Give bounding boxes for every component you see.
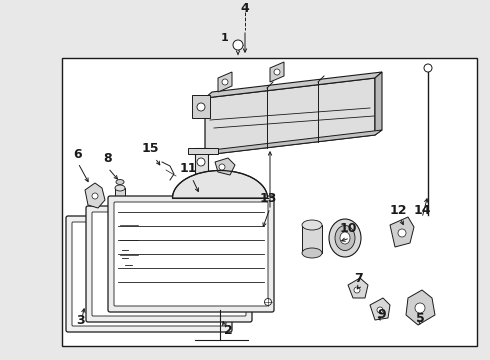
Polygon shape — [205, 72, 382, 98]
Polygon shape — [205, 130, 382, 155]
Circle shape — [424, 64, 432, 72]
Text: 12: 12 — [389, 203, 407, 216]
Text: 15: 15 — [141, 141, 159, 154]
Circle shape — [197, 211, 205, 219]
Polygon shape — [270, 62, 284, 82]
FancyBboxPatch shape — [108, 196, 274, 312]
FancyBboxPatch shape — [72, 222, 226, 326]
Circle shape — [233, 40, 243, 50]
Circle shape — [92, 193, 98, 199]
FancyBboxPatch shape — [86, 206, 252, 322]
Polygon shape — [390, 217, 414, 247]
Circle shape — [197, 158, 205, 166]
Circle shape — [398, 229, 406, 237]
Text: 11: 11 — [179, 162, 197, 175]
Polygon shape — [85, 183, 105, 208]
Polygon shape — [348, 278, 368, 298]
Text: 2: 2 — [223, 324, 232, 337]
Text: 1: 1 — [221, 33, 229, 43]
Text: 10: 10 — [339, 221, 357, 234]
Polygon shape — [406, 290, 435, 325]
Text: 7: 7 — [354, 271, 363, 284]
Text: 14: 14 — [413, 203, 431, 216]
Text: 6: 6 — [74, 148, 82, 162]
Ellipse shape — [329, 219, 361, 257]
Ellipse shape — [302, 248, 322, 258]
Text: 3: 3 — [75, 314, 84, 327]
Bar — [302, 225, 322, 253]
Ellipse shape — [115, 185, 125, 191]
Circle shape — [265, 298, 271, 306]
Circle shape — [274, 69, 280, 75]
Text: 4: 4 — [241, 1, 249, 14]
Polygon shape — [218, 72, 232, 92]
Polygon shape — [172, 171, 268, 198]
Text: 5: 5 — [416, 311, 424, 324]
Polygon shape — [370, 298, 390, 320]
FancyBboxPatch shape — [66, 216, 232, 332]
Circle shape — [222, 79, 228, 85]
Ellipse shape — [335, 225, 355, 251]
Polygon shape — [215, 158, 235, 175]
Ellipse shape — [116, 180, 124, 184]
Bar — [115, 188, 125, 216]
Circle shape — [415, 303, 425, 313]
Text: 9: 9 — [378, 309, 386, 321]
Text: 8: 8 — [104, 152, 112, 165]
Circle shape — [377, 307, 383, 313]
Circle shape — [219, 164, 225, 170]
Ellipse shape — [340, 232, 350, 244]
Polygon shape — [205, 78, 375, 155]
Circle shape — [197, 103, 205, 111]
Circle shape — [354, 287, 360, 293]
Bar — [62, 58, 477, 346]
FancyBboxPatch shape — [92, 212, 246, 316]
Polygon shape — [195, 148, 208, 228]
Polygon shape — [375, 72, 382, 135]
Polygon shape — [188, 148, 218, 154]
Ellipse shape — [115, 213, 125, 219]
Ellipse shape — [302, 220, 322, 230]
Text: 13: 13 — [259, 192, 277, 204]
Polygon shape — [192, 95, 210, 118]
FancyBboxPatch shape — [114, 202, 268, 306]
